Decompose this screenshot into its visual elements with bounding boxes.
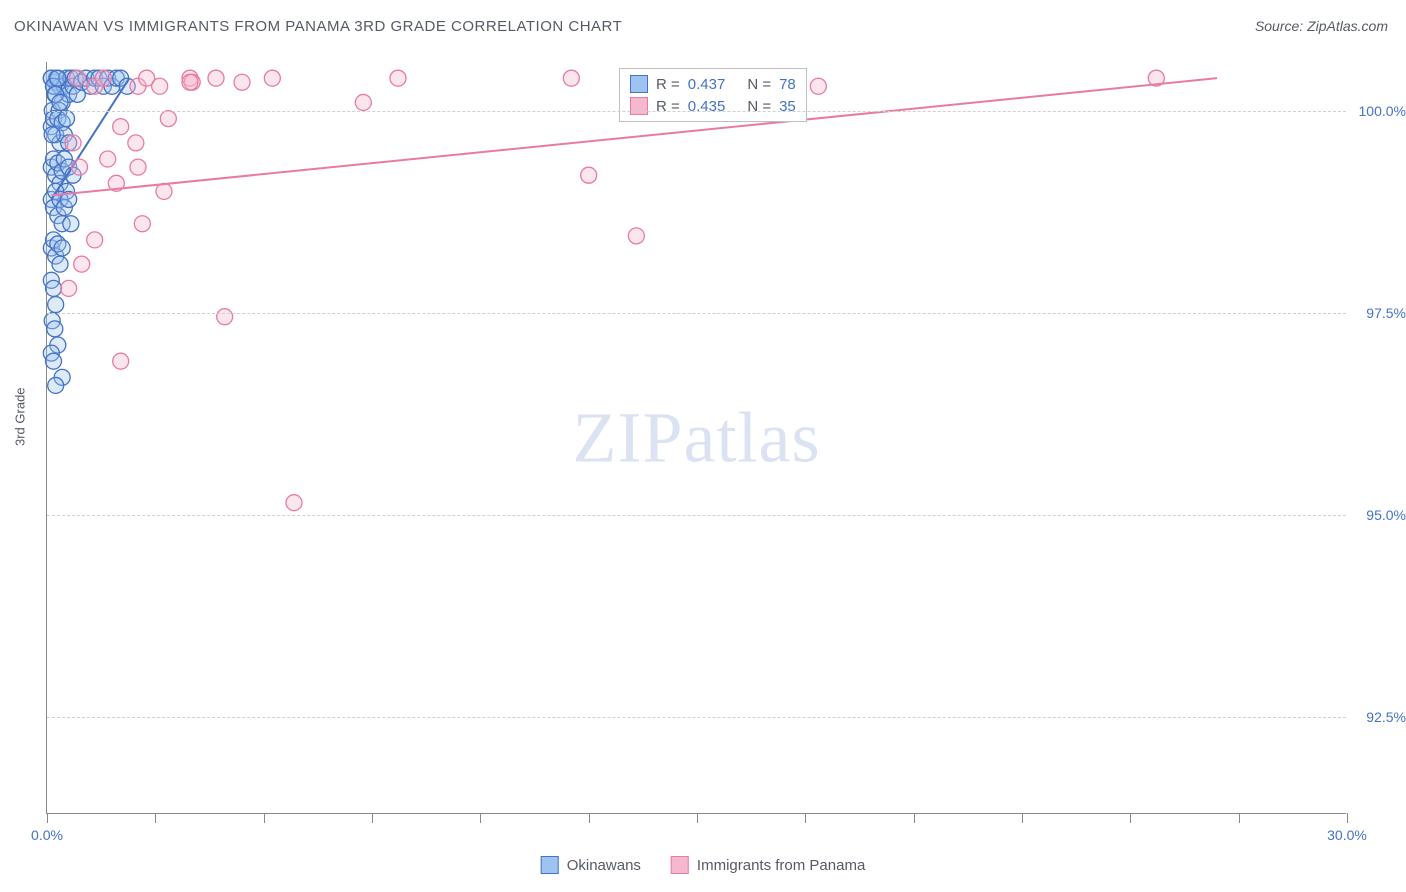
data-point [59,111,75,127]
data-point [152,78,168,94]
legend-label: Okinawans [567,857,641,874]
x-tick [589,813,590,823]
legend-r-label: R = [656,98,680,115]
legend-swatch [630,97,648,115]
plot-area: ZIPatlas R = 0.437N = 78R = 0.435N = 35 … [46,62,1346,814]
legend-row: R = 0.435 N = 35 [630,95,796,117]
legend-n-value: 35 [779,98,796,115]
x-tick [47,813,48,823]
legend-n-label: N = [747,76,771,93]
x-tick [805,813,806,823]
grid-line [47,313,1346,314]
data-point [234,74,250,90]
legend-item: Immigrants from Panama [671,856,865,874]
data-point [69,70,85,86]
data-point [264,70,280,86]
x-tick [1347,813,1348,823]
data-point [208,70,224,86]
x-tick [264,813,265,823]
data-point [47,321,63,337]
x-tick [1239,813,1240,823]
data-point [95,70,111,86]
y-tick-label: 100.0% [1359,103,1406,119]
legend-swatch [541,856,559,874]
y-tick-label: 95.0% [1366,507,1406,523]
chart-svg [47,62,1346,813]
data-point [50,70,66,86]
x-tick [1022,813,1023,823]
y-tick-label: 92.5% [1366,709,1406,725]
data-point [128,135,144,151]
x-tick [155,813,156,823]
data-point [355,94,371,110]
data-point [217,309,233,325]
legend-n-label: N = [747,98,771,115]
data-point [54,240,70,256]
data-point [182,74,198,90]
series-legend: Okinawans Immigrants from Panama [541,856,866,874]
data-point [61,280,77,296]
x-tick-label: 30.0% [1327,827,1367,843]
source-label: Source: ZipAtlas.com [1255,18,1388,34]
x-tick [372,813,373,823]
grid-line [47,717,1346,718]
data-point [160,111,176,127]
data-point [810,78,826,94]
grid-line [47,515,1346,516]
data-point [100,151,116,167]
data-point [44,127,60,143]
legend-swatch [630,75,648,93]
x-tick [480,813,481,823]
data-point [581,167,597,183]
legend-r-value: 0.437 [688,76,726,93]
data-point [46,353,62,369]
chart-title: OKINAWAN VS IMMIGRANTS FROM PANAMA 3RD G… [14,18,622,35]
legend-n-value: 78 [779,76,796,93]
legend-r-label: R = [656,76,680,93]
legend-row: R = 0.437 N = 78 [630,73,796,95]
data-point [563,70,579,86]
y-axis-label: 3rd Grade [13,387,28,446]
data-point [130,159,146,175]
data-point [113,353,129,369]
data-point [65,135,81,151]
legend-label: Immigrants from Panama [697,857,865,874]
data-point [628,228,644,244]
data-point [63,216,79,232]
data-point [52,256,68,272]
data-point [52,94,68,110]
data-point [156,183,172,199]
x-tick [914,813,915,823]
data-point [74,256,90,272]
data-point [46,280,62,296]
data-point [72,159,88,175]
legend-r-value: 0.435 [688,98,726,115]
data-point [87,232,103,248]
x-tick-label: 0.0% [31,827,63,843]
data-point [48,377,64,393]
x-tick [1130,813,1131,823]
grid-line [47,111,1346,112]
correlation-legend: R = 0.437 N = 78 R = 0.435 N = 35 [619,68,807,122]
data-point [390,70,406,86]
y-tick-label: 97.5% [1366,305,1406,321]
data-point [134,216,150,232]
data-point [48,297,64,313]
data-point [286,495,302,511]
legend-item: Okinawans [541,856,641,874]
legend-swatch [671,856,689,874]
data-point [113,119,129,135]
x-tick [697,813,698,823]
